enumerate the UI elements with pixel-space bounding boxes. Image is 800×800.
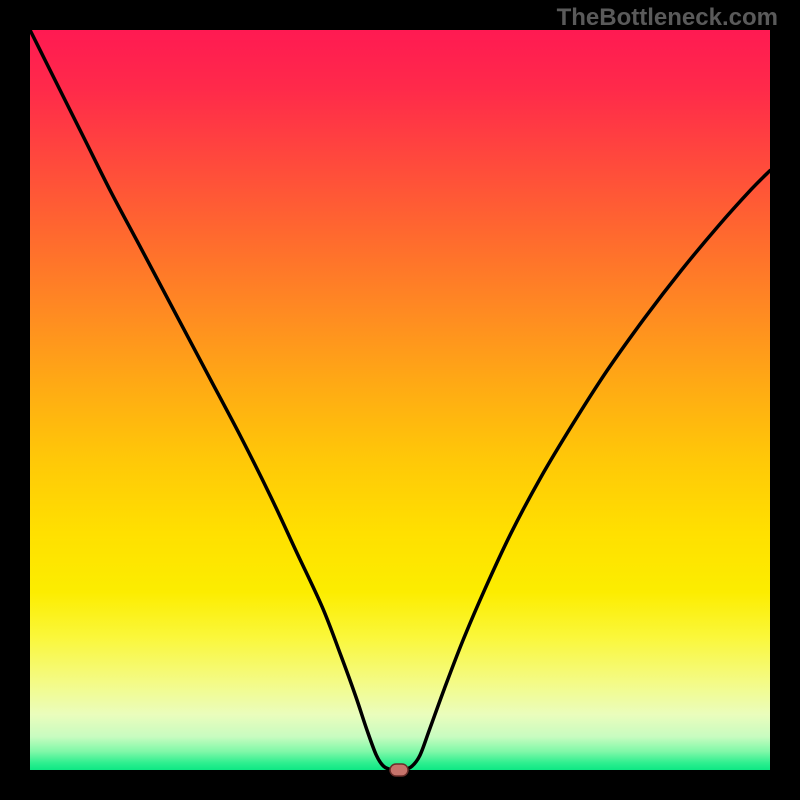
watermark-text: TheBottleneck.com: [557, 4, 778, 32]
minimum-marker: [388, 763, 409, 778]
plot-area: [30, 30, 770, 770]
gradient-background: [30, 30, 770, 770]
chart-stage: TheBottleneck.com: [0, 0, 800, 800]
minimum-marker-pill: [390, 764, 408, 776]
